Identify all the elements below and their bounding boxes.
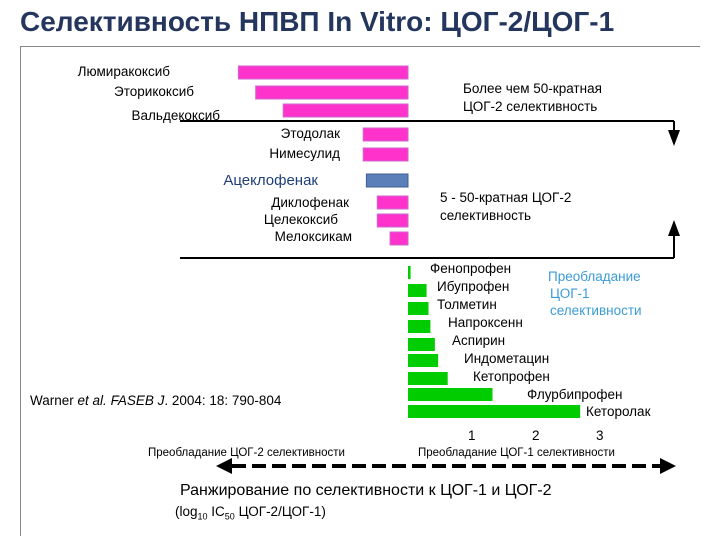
bar-10	[408, 266, 411, 279]
bar-4	[362, 127, 409, 142]
bar-label-6: Ацеклофенак	[223, 172, 318, 189]
left-border-line	[20, 46, 21, 536]
formula-ic: IC	[207, 504, 225, 519]
cox1-note: Преобладание ЦОГ-1 селективности	[548, 268, 642, 319]
bar-15	[408, 354, 439, 367]
bar-label-10: Фенопрофен	[430, 261, 512, 276]
citation-rest: . 2004: 18: 790-804	[164, 393, 282, 408]
formula-ratio: ЦОГ-2/ЦОГ-1)	[234, 504, 326, 519]
bar-label-2: Эторикоксиб	[114, 84, 194, 99]
bar-8	[376, 213, 409, 228]
cox2-mid-note-line2: селективность	[440, 208, 532, 223]
bar-11	[408, 284, 427, 297]
ranking-formula: (log10 IC50 ЦОГ-2/ЦОГ-1)	[175, 504, 326, 522]
citation-journal: FASEB J	[110, 393, 165, 408]
bar-12	[408, 302, 429, 315]
formula-sub-10: 10	[197, 511, 208, 522]
bar-18	[408, 405, 581, 418]
bar-label-12: Толметин	[437, 297, 497, 312]
citation-author: Warner	[30, 393, 74, 408]
bar-label-4: Этодолак	[280, 126, 340, 141]
bar-9	[389, 231, 409, 246]
bar-3	[282, 103, 409, 118]
bar-label-17: Флурбипрофен	[527, 387, 623, 402]
axis-caption-cox1: Преобладание ЦОГ-1 селективности	[418, 447, 615, 459]
bar-label-18: Кеторолак	[586, 404, 651, 419]
cox2-mid-note: 5 - 50-кратная ЦОГ-2 селективность	[440, 189, 571, 225]
bar-label-9: Мелоксикам	[274, 229, 352, 244]
bar-label-11: Ибупрофен	[437, 279, 510, 294]
tick-label-2: 2	[532, 428, 540, 443]
bar-6	[365, 173, 409, 188]
bar-5	[362, 147, 409, 162]
tick-label-3: 3	[596, 428, 604, 443]
bar-label-5: Нимесулид	[269, 146, 340, 161]
bar-1	[237, 65, 409, 80]
title-underline	[20, 46, 700, 47]
bar-14	[408, 338, 435, 351]
bar-label-1: Люмиракоксиб	[77, 64, 170, 79]
ranking-caption: Ранжирование по селективности к ЦОГ-1 и …	[180, 482, 552, 499]
formula-log: (log	[175, 504, 198, 519]
bar-label-3: Вальдекоксиб	[131, 108, 220, 123]
bar-label-8: Целекоксиб	[263, 212, 338, 227]
cox2-mid-note-line1: 5 - 50-кратная ЦОГ-2	[440, 190, 572, 205]
bar-7	[376, 195, 409, 210]
bar-label-14: Аспирин	[452, 333, 506, 348]
cox1-note-line2: ЦОГ-1	[550, 286, 590, 301]
tick-label-1: 1	[468, 428, 476, 443]
cox2-high-note-line2: ЦОГ-2 селективность	[463, 99, 598, 114]
cox2-high-note-line1: Более чем 50-кратная	[463, 81, 602, 96]
bar-label-13: Напроксенн	[448, 315, 523, 330]
bar-label-16: Кетопрофен	[473, 369, 550, 384]
bracket-high-arrowhead	[668, 130, 680, 146]
bar-label-7: Диклофенак	[271, 195, 349, 210]
bracket-mid-arrowhead	[668, 220, 680, 236]
cox1-note-line3: селективности	[550, 303, 642, 318]
bar-2	[255, 85, 409, 100]
formula-sub-50: 50	[224, 511, 235, 522]
axis-right-arrowhead	[660, 458, 676, 474]
cox1-note-line1: Преобладание	[548, 269, 641, 284]
bar-label-15: Индометацин	[464, 351, 550, 366]
bar-16	[408, 372, 448, 385]
axis-left-arrowhead	[216, 458, 232, 474]
axis-caption-cox2: Преобладание ЦОГ-2 селективности	[148, 447, 345, 459]
bar-13	[408, 320, 431, 333]
citation: Warner et al. FASEB J. 2004: 18: 790-804	[30, 393, 281, 408]
citation-et-al: et al.	[77, 393, 107, 408]
page-title: Селективность НПВП In Vitro: ЦОГ-2/ЦОГ-1	[20, 6, 615, 37]
cox2-high-note: Более чем 50-кратная ЦОГ-2 селективность	[463, 80, 602, 116]
bar-17	[408, 388, 493, 401]
